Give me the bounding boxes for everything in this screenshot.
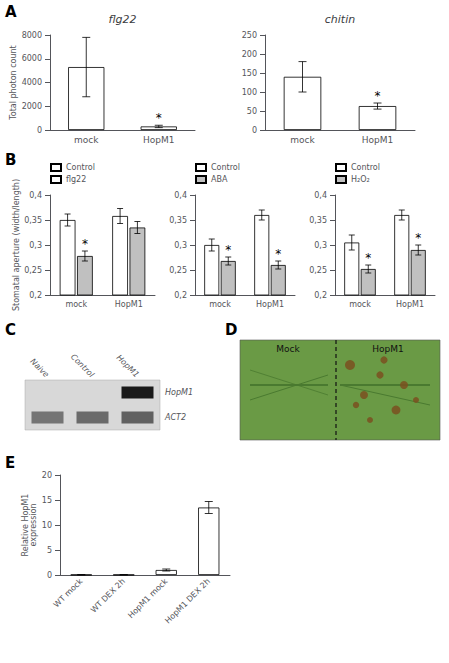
svg-text:150: 150 [242,69,257,78]
svg-text:*: * [375,89,381,103]
svg-text:0,2: 0,2 [314,291,327,300]
svg-text:0,2: 0,2 [29,291,42,300]
svg-text:0,4: 0,4 [29,191,42,200]
svg-text:8000: 8000 [22,31,42,40]
svg-text:HopM1: HopM1 [165,388,193,397]
svg-text:flg22: flg22 [66,175,86,184]
svg-text:50: 50 [247,107,257,116]
svg-text:0,3: 0,3 [314,241,327,250]
svg-text:*: * [225,243,231,257]
svg-text:mock: mock [74,135,99,145]
svg-text:250: 250 [242,31,257,40]
svg-text:Control: Control [66,163,95,172]
svg-text:flg22: flg22 [108,13,136,26]
svg-text:0,35: 0,35 [309,216,327,225]
svg-text:*: * [82,237,88,251]
svg-text:0: 0 [252,126,257,135]
svg-text:100: 100 [242,88,257,97]
svg-text:0,25: 0,25 [169,266,187,275]
svg-text:Relative HopM1: Relative HopM1 [21,493,31,557]
svg-text:mock: mock [290,135,315,145]
svg-text:HopM1 mock: HopM1 mock [126,577,169,620]
svg-text:A: A [5,3,17,21]
svg-text:4000: 4000 [22,78,42,87]
svg-text:D: D [225,321,237,339]
svg-text:200: 200 [242,50,257,59]
svg-text:B: B [5,151,16,169]
svg-text:Control: Control [69,352,96,379]
svg-text:mock: mock [65,300,87,309]
svg-text:15: 15 [42,496,52,505]
svg-text:HopM1: HopM1 [396,300,424,309]
svg-text:WT mock: WT mock [52,577,85,610]
svg-text:*: * [415,231,421,245]
svg-text:HopM1: HopM1 [143,135,174,145]
svg-text:*: * [365,251,371,265]
svg-text:2000: 2000 [22,102,42,111]
svg-text:Stomatal aperture (width/lengt: Stomatal aperture (width/length) [12,179,21,311]
svg-text:HopM1: HopM1 [115,353,141,379]
svg-text:HopM1 DEX 2h: HopM1 DEX 2h [163,577,212,626]
svg-text:WT DEX 2h: WT DEX 2h [89,577,127,615]
svg-text:6000: 6000 [22,54,42,63]
svg-text:0,4: 0,4 [174,191,187,200]
svg-text:10: 10 [42,521,52,530]
svg-text:Control: Control [211,163,240,172]
svg-text:Control: Control [351,163,380,172]
svg-text:0,2: 0,2 [174,291,187,300]
svg-text:0,3: 0,3 [174,241,187,250]
svg-text:mock: mock [209,300,231,309]
svg-text:HopM1: HopM1 [256,300,284,309]
svg-text:HopM1: HopM1 [115,300,143,309]
svg-text:E: E [5,454,15,472]
svg-text:Mock: Mock [276,344,300,354]
svg-text:0: 0 [47,571,52,580]
svg-text:HopM1: HopM1 [372,344,403,354]
svg-text:H₂O₂: H₂O₂ [351,175,370,184]
svg-text:mock: mock [349,300,371,309]
svg-text:5: 5 [47,546,52,555]
svg-text:*: * [275,247,281,261]
svg-text:Total photon count: Total photon count [9,45,18,120]
svg-text:*: * [156,111,162,125]
svg-text:20: 20 [42,471,52,480]
svg-text:0,25: 0,25 [24,266,42,275]
svg-text:0,25: 0,25 [309,266,327,275]
svg-text:chitin: chitin [325,13,355,26]
svg-text:0,4: 0,4 [314,191,327,200]
svg-text:0,3: 0,3 [29,241,42,250]
svg-text:0,35: 0,35 [24,216,42,225]
svg-text:ACT2: ACT2 [164,413,186,422]
svg-text:C: C [5,321,16,339]
svg-text:Naive: Naive [28,357,50,379]
svg-text:0: 0 [37,126,42,135]
svg-text:HopM1: HopM1 [362,135,393,145]
svg-text:expression: expression [29,503,38,546]
svg-text:0,35: 0,35 [169,216,187,225]
svg-text:ABA: ABA [211,175,228,184]
